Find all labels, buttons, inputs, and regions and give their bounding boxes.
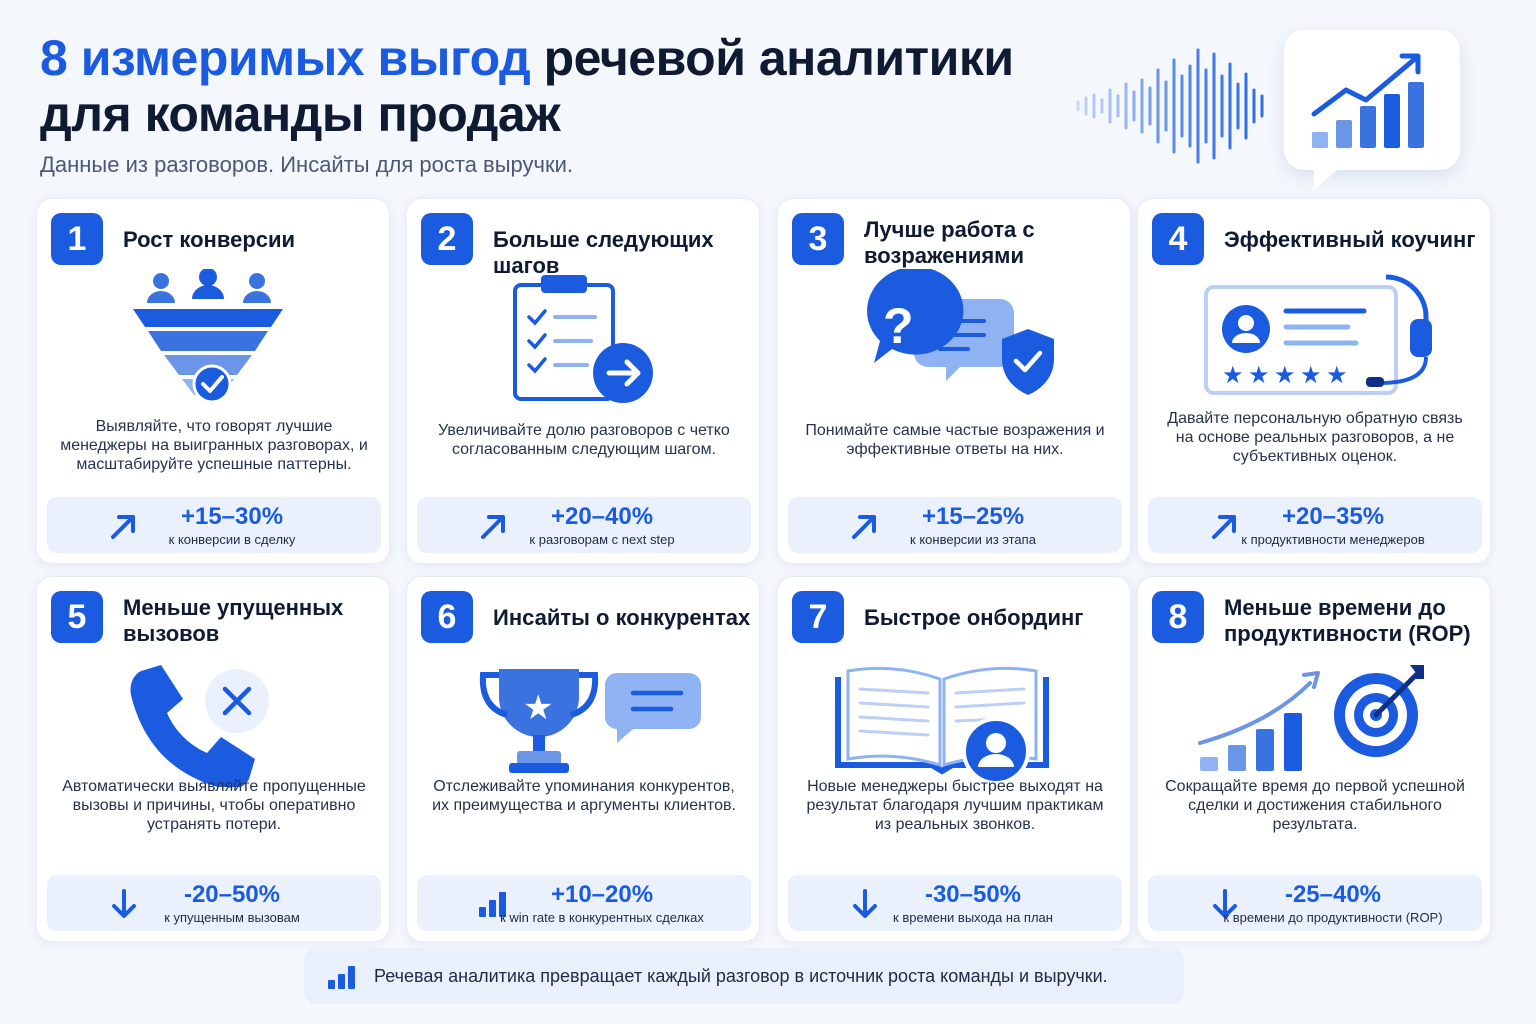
card-description: Отслеживайте упоминания конкурентов, их … bbox=[432, 778, 736, 814]
growth-chart-card bbox=[1284, 30, 1460, 170]
metric-value: +15–30% bbox=[180, 503, 284, 530]
growth-target-icon bbox=[1138, 647, 1492, 787]
benefit-card: 3 Лучше работа с возражениями ? Понимайт… bbox=[777, 198, 1131, 564]
arrow-down-icon bbox=[1208, 887, 1242, 926]
metric-value: +10–20% bbox=[550, 881, 654, 908]
benefit-card: 7 Быстрое онбординг Новые менеджеры быст… bbox=[777, 576, 1131, 942]
book-user-icon bbox=[778, 647, 1132, 787]
subtitle: Данные из разговоров. Инсайты для роста … bbox=[40, 152, 574, 177]
sound-wave-icon bbox=[1076, 48, 1264, 164]
trophy-chat-icon: ★ bbox=[407, 647, 761, 787]
footer-text: Речевая аналитика превращает каждый разг… bbox=[374, 966, 1108, 986]
metric-box: +15–30% к конверсии в сделку bbox=[47, 497, 381, 553]
page-title: 8 измеримых выгод речевой аналитики для … bbox=[40, 30, 1014, 142]
arrow-up-right-icon bbox=[1208, 509, 1242, 548]
metric-value: +15–25% bbox=[921, 503, 1025, 530]
card-number: 8 bbox=[1152, 591, 1204, 643]
svg-text:★: ★ bbox=[1222, 361, 1244, 389]
benefit-card: 1 Рост конверсии Выявляйте, что говорят … bbox=[36, 198, 390, 564]
svg-text:?: ? bbox=[883, 298, 914, 354]
metric-box: -30–50% к времени выхода на план bbox=[788, 875, 1122, 931]
arrow-down-icon bbox=[107, 887, 141, 926]
funnel-icon bbox=[37, 268, 391, 409]
card-title: Эффективный коучинг bbox=[1224, 227, 1476, 252]
card-number: 6 bbox=[421, 591, 473, 643]
arrow-down-icon bbox=[848, 887, 882, 926]
metric-value: +20–40% bbox=[550, 503, 654, 530]
metric-box: +15–25% к конверсии из этапа bbox=[788, 497, 1122, 553]
metric-box: +10–20% к win rate в конкурентных сделка… bbox=[417, 875, 751, 931]
metric-value: -30–50% bbox=[924, 881, 1022, 908]
svg-text:★: ★ bbox=[1326, 361, 1348, 389]
title-accent: 8 измеримых выгод bbox=[40, 30, 531, 86]
card-description: Выявляйте, что говорят лучшие менеджеры … bbox=[60, 418, 368, 473]
metric-label: к разговорам с next step bbox=[529, 532, 675, 547]
metric-box: -25–40% к времени до продуктивности (ROP… bbox=[1148, 875, 1482, 931]
card-title: Рост конверсии bbox=[123, 227, 296, 252]
card-description: Автоматически выявляйте пропущенные вызо… bbox=[62, 778, 366, 833]
bar-chart-icon bbox=[477, 887, 511, 926]
card-description: Новые менеджеры быстрее выходят на резул… bbox=[806, 778, 1104, 833]
metric-label: к конверсии из этапа bbox=[910, 532, 1036, 547]
card-title: Больше следующих шагов bbox=[493, 227, 714, 278]
metric-box: +20–35% к продуктивности менеджеров bbox=[1148, 497, 1482, 553]
svg-text:★: ★ bbox=[1248, 361, 1270, 389]
card-title: Инсайты о конкурентах bbox=[493, 605, 751, 630]
metric-value: +20–35% bbox=[1281, 503, 1385, 530]
metric-value: -20–50% bbox=[183, 881, 281, 908]
metric-label: к конверсии в сделку bbox=[168, 532, 296, 547]
svg-text:★: ★ bbox=[1274, 361, 1296, 389]
clipboard-checklist-icon bbox=[407, 269, 761, 409]
growth-chart-icon bbox=[1311, 53, 1424, 148]
card-title: Лучше работа с возражениями bbox=[864, 217, 1035, 268]
card-title: Меньше времени до продуктивности (ROP) bbox=[1224, 595, 1471, 646]
card-title: Быстрое онбординг bbox=[864, 605, 1084, 630]
benefit-card: 5 Меньше упущенных вызовов Автоматически… bbox=[36, 576, 390, 942]
arrow-up-right-icon bbox=[107, 509, 141, 548]
metric-label: к времени до продуктивности (ROP) bbox=[1223, 910, 1443, 925]
metric-box: +20–40% к разговорам с next step bbox=[417, 497, 751, 553]
card-number: 2 bbox=[421, 213, 473, 265]
card-number: 1 bbox=[51, 213, 103, 265]
card-description: Давайте персональную обратную связь на о… bbox=[1167, 410, 1463, 465]
missed-call-icon bbox=[37, 647, 391, 790]
headset-rating-icon: ★ ★ ★ ★ ★ bbox=[1138, 269, 1492, 409]
card-number: 4 bbox=[1152, 213, 1204, 265]
card-description: Увеличивайте долю разговоров с четко сог… bbox=[438, 422, 730, 458]
arrow-up-right-icon bbox=[848, 509, 882, 548]
metric-label: к продуктивности менеджеров bbox=[1241, 532, 1425, 547]
benefit-card: 4 Эффективный коучинг ★ ★ ★ ★ ★ Давайте … bbox=[1137, 198, 1491, 564]
card-number: 7 bbox=[792, 591, 844, 643]
card-description: Сокращайте время до первой успешной сдел… bbox=[1165, 778, 1465, 833]
metric-value: -25–40% bbox=[1284, 881, 1382, 908]
card-title: Меньше упущенных вызовов bbox=[123, 595, 344, 646]
chat-question-shield-icon: ? bbox=[778, 266, 1132, 409]
svg-text:★: ★ bbox=[523, 688, 553, 728]
card-number: 3 bbox=[792, 213, 844, 265]
card-description: Понимайте самые частые возражения и эффе… bbox=[805, 422, 1105, 458]
hero-card-tail bbox=[1314, 164, 1344, 190]
svg-text:★: ★ bbox=[1300, 361, 1322, 389]
benefit-card: 6 Инсайты о конкурентах ★ Отслеживайте у… bbox=[406, 576, 760, 942]
card-number: 5 bbox=[51, 591, 103, 643]
benefit-card: 8 Меньше времени до продуктивности (ROP)… bbox=[1137, 576, 1491, 942]
metric-label: к win rate в конкурентных сделках bbox=[500, 910, 704, 925]
footer-banner: Речевая аналитика превращает каждый разг… bbox=[304, 948, 1184, 1004]
metric-box: -20–50% к упущенным вызовам bbox=[47, 875, 381, 931]
metric-label: к времени выхода на план bbox=[893, 910, 1053, 925]
arrow-up-right-icon bbox=[477, 509, 511, 548]
title-line2: для команды продаж bbox=[40, 86, 561, 142]
metric-label: к упущенным вызовам bbox=[164, 910, 300, 925]
benefit-card: 2 Больше следующих шагов Увеличивайте до… bbox=[406, 198, 760, 564]
bar-chart-icon bbox=[328, 966, 355, 989]
title-rest: речевой аналитики bbox=[543, 30, 1015, 86]
